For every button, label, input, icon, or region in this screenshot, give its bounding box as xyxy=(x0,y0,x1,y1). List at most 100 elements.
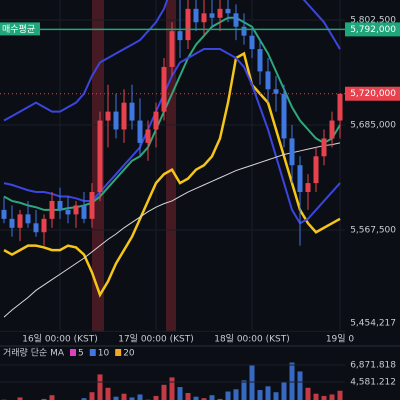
avg-price-label: 매수평균 xyxy=(2,24,35,35)
avg-price-value: 5,792,000 xyxy=(350,25,396,35)
volume-bar xyxy=(153,395,159,400)
volume-bar xyxy=(225,391,231,400)
volume-bar xyxy=(129,397,135,400)
candle-body xyxy=(225,8,231,14)
price-pane: 매수평균 xyxy=(0,0,345,332)
candle-body xyxy=(185,8,191,41)
volume-bar xyxy=(113,396,119,400)
volume-bar xyxy=(97,374,103,400)
volume-title: 거래량 단순 MA xyxy=(3,347,65,359)
volume-bar xyxy=(241,380,247,400)
candle-body xyxy=(201,13,207,23)
candle-body xyxy=(289,138,295,166)
ma-line xyxy=(3,51,341,298)
x-tick-label: 17일 00:00 (KST) xyxy=(118,334,194,345)
candle-body xyxy=(9,218,15,228)
candle-body xyxy=(153,111,159,130)
volume-tick-label: 6,871.818 xyxy=(350,360,396,370)
candle-body xyxy=(313,156,319,184)
candle-body xyxy=(89,192,95,219)
ma-line xyxy=(3,0,341,122)
legend-label: 5 xyxy=(78,349,84,359)
ma-line xyxy=(3,142,341,318)
candle-body xyxy=(265,71,271,90)
volume-bar xyxy=(265,386,271,400)
candle-body xyxy=(193,8,199,23)
x-tick-label: 18일 00:00 (KST) xyxy=(214,334,290,345)
candle-body xyxy=(113,111,119,130)
candle-body xyxy=(17,214,23,228)
candle-body xyxy=(241,26,247,36)
volume-bar xyxy=(17,397,23,400)
x-tick-label: 16일 00:00 (KST) xyxy=(22,334,98,345)
volume-bar xyxy=(89,392,95,400)
volume-bar xyxy=(289,362,295,400)
candle-body xyxy=(329,120,335,139)
candle-body xyxy=(145,129,151,143)
volume-bar xyxy=(329,394,335,400)
candle-body xyxy=(137,120,143,143)
volume-bar xyxy=(281,381,287,400)
volume-bar xyxy=(137,394,143,400)
candle-body xyxy=(297,165,303,193)
candle-body xyxy=(105,111,111,121)
volume-bar xyxy=(161,384,167,400)
current-price-value: 5,720,000 xyxy=(350,89,396,99)
candle-body xyxy=(305,183,311,193)
volume-bar xyxy=(105,387,111,400)
volume-bar xyxy=(193,396,199,400)
avg-price-box xyxy=(345,22,400,37)
legend-swatch xyxy=(70,349,76,356)
candle-body xyxy=(97,120,103,193)
volume-bar xyxy=(305,387,311,400)
volume-bar xyxy=(337,390,343,400)
axis: 5,454,217 5,567,500 5,685,000 5,802,5005,79… xyxy=(345,16,400,387)
volume-bar xyxy=(297,371,303,400)
volume-bar xyxy=(313,393,319,400)
candle-body xyxy=(33,223,39,233)
candle-body xyxy=(217,8,223,18)
candle-body xyxy=(73,205,79,215)
candle-body xyxy=(177,31,183,41)
volume-bar xyxy=(177,387,183,400)
volume-bar xyxy=(217,398,223,400)
y-tick-label: 5,454,217 xyxy=(350,319,396,329)
candle-body xyxy=(1,209,7,219)
volume-bar xyxy=(81,398,87,400)
volume-bar xyxy=(209,395,215,400)
candle-body xyxy=(81,205,87,219)
legend-label: 10 xyxy=(98,349,110,359)
legend-swatch xyxy=(115,349,122,356)
volume-bar xyxy=(121,393,127,400)
volume-bar xyxy=(41,398,47,400)
candle-body xyxy=(49,200,55,219)
volume-tick-label: 4,581.212 xyxy=(350,377,396,387)
y-tick-label: 5,567,500 xyxy=(350,226,396,236)
candle-body xyxy=(169,31,175,67)
candle-body xyxy=(121,102,127,130)
volume-bar xyxy=(257,390,263,400)
candle-body xyxy=(129,102,135,121)
y-tick-label: 5,685,000 xyxy=(350,121,396,131)
legend-swatch xyxy=(89,349,96,356)
volume-bar xyxy=(185,392,191,400)
candle-body xyxy=(57,200,63,210)
candle-body xyxy=(209,13,215,18)
candle-body xyxy=(281,93,287,139)
avg-price-tag xyxy=(0,22,40,36)
candle-body xyxy=(161,66,167,112)
x-tick-label: 19일 0 xyxy=(326,334,355,345)
volume-bar xyxy=(273,392,279,400)
candle-body xyxy=(233,13,239,27)
candle-body xyxy=(249,35,255,50)
candle-body xyxy=(337,93,343,121)
highlight-band xyxy=(166,0,176,332)
candle-body xyxy=(321,138,327,157)
volume-bar xyxy=(169,377,175,400)
volume-bar xyxy=(201,398,207,400)
y-tick-label: 5,802,500 xyxy=(350,16,396,26)
candle-body xyxy=(41,218,47,233)
volume-bar xyxy=(233,389,239,400)
candle-body xyxy=(65,209,71,215)
